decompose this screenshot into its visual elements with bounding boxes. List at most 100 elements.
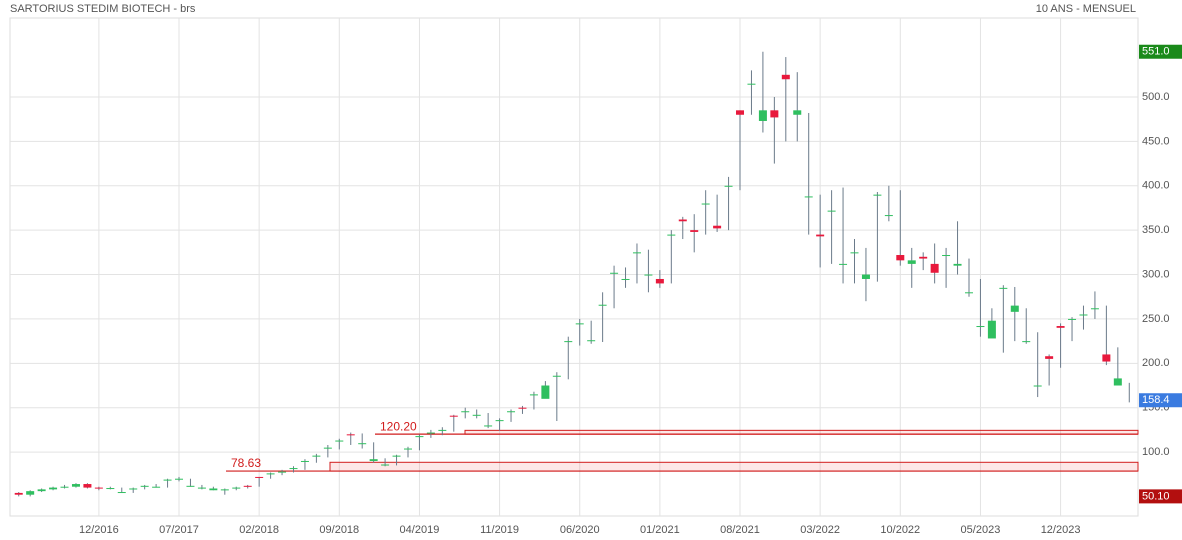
candle-body bbox=[129, 488, 138, 490]
candle-body bbox=[896, 255, 905, 261]
candle-body bbox=[1056, 326, 1065, 328]
y-tick-label: 300.0 bbox=[1142, 268, 1170, 280]
candle-body bbox=[300, 460, 309, 462]
price-label: 50.10 bbox=[1142, 490, 1170, 502]
y-tick-label: 250.0 bbox=[1142, 313, 1170, 325]
x-tick-label: 04/2019 bbox=[400, 524, 440, 536]
x-tick-label: 07/2017 bbox=[159, 524, 199, 536]
candle-body bbox=[426, 432, 435, 434]
x-tick-label: 01/2021 bbox=[640, 524, 680, 536]
x-tick-label: 09/2018 bbox=[319, 524, 359, 536]
candle-body bbox=[529, 394, 538, 396]
candle-body bbox=[1033, 385, 1042, 387]
candle-body bbox=[701, 203, 710, 205]
candle-body bbox=[873, 194, 882, 196]
candle-body bbox=[713, 225, 722, 229]
candle-body bbox=[255, 476, 264, 478]
y-tick-label: 400.0 bbox=[1142, 180, 1170, 192]
y-tick-label: 500.0 bbox=[1142, 91, 1170, 103]
candle-body bbox=[14, 492, 23, 495]
level-label: 120.20 bbox=[380, 419, 417, 433]
candle-body bbox=[232, 487, 241, 489]
candle-body bbox=[953, 263, 962, 266]
x-tick-label: 05/2023 bbox=[961, 524, 1001, 536]
candle-body bbox=[1068, 318, 1077, 320]
y-tick-label: 100.0 bbox=[1142, 446, 1170, 458]
candle-body bbox=[1090, 308, 1099, 310]
candle-body bbox=[781, 74, 790, 80]
candle-body bbox=[518, 407, 527, 409]
candle-body bbox=[140, 485, 149, 487]
candle-body bbox=[804, 196, 813, 198]
candle-body bbox=[850, 252, 859, 254]
level-label: 78.63 bbox=[231, 456, 261, 470]
candle-body bbox=[1102, 354, 1111, 362]
candle-body bbox=[1113, 378, 1122, 386]
candle-body bbox=[610, 272, 619, 274]
candle-body bbox=[632, 252, 641, 254]
candle-body bbox=[987, 320, 996, 339]
candle-body bbox=[942, 255, 951, 257]
candle-body bbox=[736, 110, 745, 115]
candle-body bbox=[1010, 305, 1019, 312]
candle-body bbox=[197, 487, 206, 489]
x-tick-label: 12/2023 bbox=[1041, 524, 1081, 536]
candle-body bbox=[289, 468, 298, 470]
candle-body bbox=[381, 464, 390, 466]
candle-body bbox=[369, 459, 378, 461]
chart-title: SARTORIUS STEDIM BIOTECH - brs bbox=[10, 3, 196, 15]
x-tick-label: 03/2022 bbox=[800, 524, 840, 536]
candle-body bbox=[884, 215, 893, 217]
price-label: 158.4 bbox=[1142, 394, 1170, 406]
x-tick-label: 08/2021 bbox=[720, 524, 760, 536]
candle-body bbox=[976, 326, 985, 328]
x-tick-label: 06/2020 bbox=[560, 524, 600, 536]
candle-body bbox=[266, 473, 275, 475]
candle-body bbox=[71, 484, 80, 487]
y-tick-label: 450.0 bbox=[1142, 135, 1170, 147]
candle-body bbox=[106, 488, 115, 490]
x-tick-label: 10/2022 bbox=[880, 524, 920, 536]
candle-body bbox=[403, 448, 412, 450]
x-tick-label: 12/2016 bbox=[79, 524, 119, 536]
candle-body bbox=[175, 478, 184, 480]
candle-body bbox=[793, 110, 802, 115]
candle-body bbox=[564, 341, 573, 343]
candle-body bbox=[655, 278, 664, 284]
candle-body bbox=[26, 491, 35, 495]
candle-body bbox=[552, 375, 561, 377]
candle-body bbox=[678, 219, 687, 222]
candle-body bbox=[152, 486, 161, 488]
candle-body bbox=[816, 234, 825, 237]
candle-body bbox=[37, 489, 46, 492]
candle-body bbox=[49, 487, 58, 490]
candle-body bbox=[449, 415, 458, 417]
candle-body bbox=[667, 234, 676, 236]
candle-body bbox=[186, 485, 195, 487]
price-label: 551.0 bbox=[1142, 46, 1170, 58]
candle-body bbox=[335, 440, 344, 442]
candle-body bbox=[278, 471, 287, 473]
candle-body bbox=[495, 420, 504, 422]
candle-body bbox=[243, 485, 252, 487]
candle-body bbox=[930, 263, 939, 273]
candle-body bbox=[861, 274, 870, 279]
candle-body bbox=[415, 436, 424, 438]
candle-body bbox=[919, 256, 928, 259]
candle-body bbox=[964, 292, 973, 294]
candle-body bbox=[690, 230, 699, 232]
chart-subtitle: 10 ANS - MENSUEL bbox=[1036, 3, 1136, 15]
candle-body bbox=[724, 185, 733, 187]
candle-body bbox=[484, 425, 493, 427]
candle-body bbox=[323, 447, 332, 449]
y-tick-label: 350.0 bbox=[1142, 224, 1170, 236]
candle-body bbox=[392, 455, 401, 457]
candle-body bbox=[907, 260, 916, 264]
candle-body bbox=[1079, 314, 1088, 316]
candle-body bbox=[758, 110, 767, 121]
candle-body bbox=[770, 110, 779, 118]
plot-frame bbox=[9, 17, 1139, 517]
candle-body bbox=[747, 83, 756, 85]
price-label-box bbox=[1139, 44, 1182, 59]
